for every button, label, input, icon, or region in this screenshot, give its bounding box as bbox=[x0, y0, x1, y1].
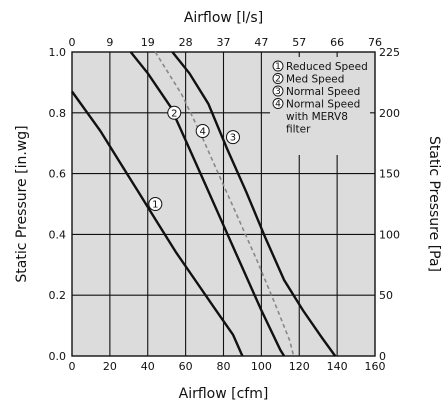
right-tick-label: 0 bbox=[379, 350, 386, 363]
legend-entry: 4 Normal Speed bbox=[272, 98, 360, 111]
bottom-tick-label: 120 bbox=[289, 360, 310, 373]
left-tick-label: 0.2 bbox=[49, 289, 67, 302]
legend-entry: 2 Med Speed bbox=[272, 73, 344, 86]
bottom-tick-label: 140 bbox=[327, 360, 348, 373]
legend-entry: 3 Normal Speed bbox=[272, 85, 360, 98]
legend-marker-label: 2 bbox=[275, 75, 281, 85]
series-marker-4: 4 bbox=[195, 124, 210, 139]
legend-entry-label: Normal Speed bbox=[286, 99, 360, 111]
legend-marker-circle bbox=[272, 98, 284, 109]
legend-marker-circle bbox=[272, 73, 284, 84]
left-tick-label: 1.0 bbox=[49, 46, 67, 59]
top-tick-label: 19 bbox=[141, 36, 155, 49]
left-tick-label: 0.0 bbox=[49, 350, 67, 363]
left-axis-title: Static Pressure [in.wg] bbox=[14, 125, 30, 282]
series-marker-label: 4 bbox=[199, 127, 205, 138]
top-tick-label: 37 bbox=[217, 36, 231, 49]
legend: 1 Reduced Speed 2 Med Speed 3 Normal Speed 4 No… bbox=[270, 57, 370, 155]
legend-entry: filter bbox=[286, 124, 311, 136]
series-marker-3: 3 bbox=[225, 130, 240, 145]
bottom-tick-label: 100 bbox=[251, 360, 272, 373]
series-marker-circle bbox=[167, 105, 182, 120]
legend-entry-label: Reduced Speed bbox=[286, 61, 368, 73]
series-marker-1: 1 bbox=[148, 197, 163, 211]
top-tick-label: 57 bbox=[292, 36, 306, 49]
legend-marker-circle bbox=[272, 60, 284, 72]
left-tick-label: 0.4 bbox=[49, 228, 67, 241]
legend-entry-label: Normal Speed bbox=[286, 86, 360, 98]
right-tick-label: 225 bbox=[379, 46, 400, 59]
bottom-tick-label: 40 bbox=[141, 360, 155, 373]
bottom-tick-label: 0 bbox=[69, 360, 76, 373]
top-tick-label: 76 bbox=[368, 36, 382, 49]
series-marker-circle bbox=[195, 124, 210, 139]
top-tick-label: 47 bbox=[254, 36, 268, 49]
bottom-tick-label: 160 bbox=[365, 360, 386, 373]
legend-entry-label: Med Speed bbox=[286, 74, 344, 86]
legend-background bbox=[270, 57, 370, 155]
top-tick-label: 28 bbox=[179, 36, 193, 49]
series-marker-label: 1 bbox=[152, 200, 158, 211]
right-tick-label: 100 bbox=[379, 228, 400, 241]
legend-marker-label: 4 bbox=[275, 100, 281, 110]
legend-marker-circle bbox=[272, 85, 284, 97]
right-axis-title: Static Pressure [Pa] bbox=[426, 136, 442, 272]
bottom-tick-label: 60 bbox=[179, 360, 193, 373]
bottom-axis-title: Airflow [cfm] bbox=[179, 386, 269, 402]
legend-marker-label: 3 bbox=[275, 87, 281, 97]
left-tick-label: 0.8 bbox=[49, 107, 67, 120]
series-marker-label: 3 bbox=[230, 133, 236, 144]
series-marker-circle bbox=[225, 130, 240, 145]
top-axis-title: Airflow [l/s] bbox=[184, 10, 263, 26]
right-tick-label: 50 bbox=[379, 289, 393, 302]
series-markers: 1 2 3 4 bbox=[148, 105, 240, 211]
legend-entry: with MERV8 bbox=[286, 111, 348, 123]
legend-entry: 1 Reduced Speed bbox=[272, 60, 368, 73]
series-lines bbox=[71, 51, 337, 357]
series-line-3 bbox=[171, 51, 337, 357]
series-marker-circle bbox=[148, 197, 163, 211]
right-tick-label: 150 bbox=[379, 168, 400, 181]
series-line-2 bbox=[129, 51, 286, 357]
left-tick-label: 0.6 bbox=[49, 168, 67, 181]
legend-entry-label: with MERV8 bbox=[286, 111, 348, 123]
series-marker-label: 2 bbox=[171, 108, 177, 119]
legend-entry-label: filter bbox=[286, 124, 311, 136]
top-tick-label: 0 bbox=[69, 36, 76, 49]
series-line-4 bbox=[154, 51, 295, 357]
series-line-1 bbox=[71, 90, 244, 357]
top-tick-label: 9 bbox=[106, 36, 113, 49]
top-tick-label: 66 bbox=[330, 36, 344, 49]
bottom-tick-label: 20 bbox=[103, 360, 117, 373]
right-tick-label: 200 bbox=[379, 107, 400, 120]
series-marker-2: 2 bbox=[167, 105, 182, 120]
bottom-tick-label: 80 bbox=[217, 360, 231, 373]
legend-marker-label: 1 bbox=[275, 62, 281, 72]
